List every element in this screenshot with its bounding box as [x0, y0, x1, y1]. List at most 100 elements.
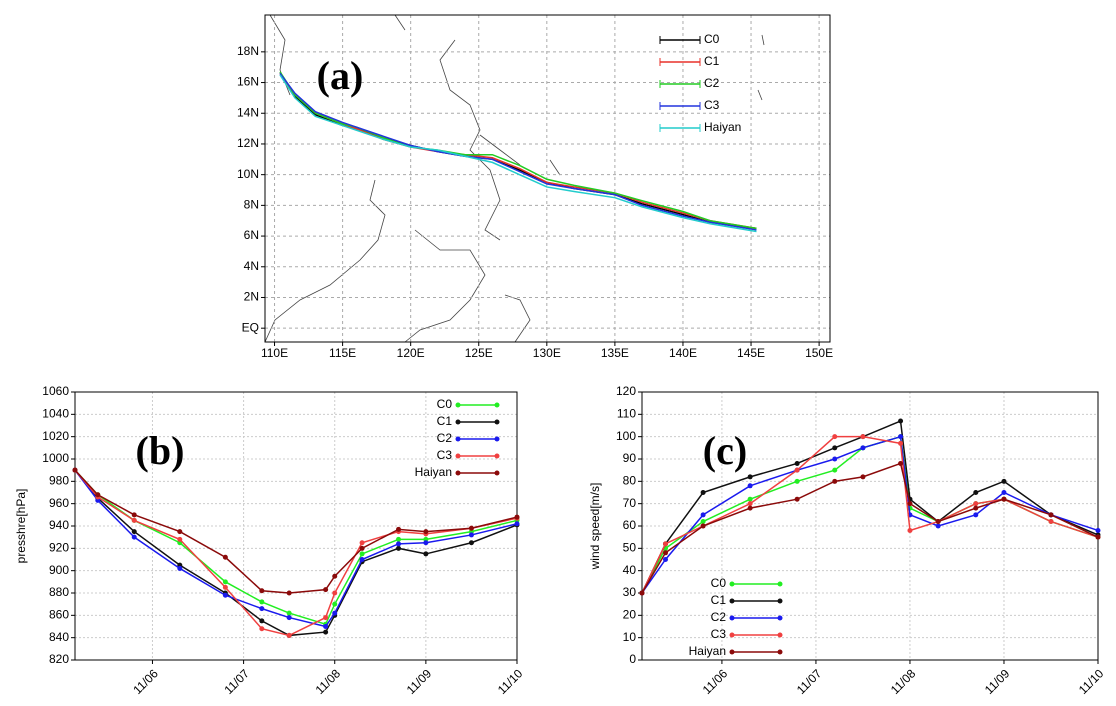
series-line — [279, 74, 757, 233]
x-tick-label: 120E — [397, 346, 425, 360]
legend-label: C0 — [437, 397, 453, 411]
point — [222, 584, 228, 590]
point — [973, 512, 979, 518]
legend-marker — [455, 436, 461, 442]
point — [794, 467, 800, 473]
x-tick-label: 11/07 — [221, 666, 252, 697]
point — [832, 434, 838, 440]
point — [700, 490, 706, 495]
point — [747, 496, 753, 502]
x-tick-label: 11/10 — [495, 666, 526, 697]
point — [259, 606, 265, 612]
y-tick-label: 1060 — [42, 384, 69, 398]
y-tick-label: 980 — [49, 474, 69, 488]
x-tick-label: 11/10 — [1076, 666, 1107, 697]
legend-label: Haiyan — [704, 120, 741, 134]
point — [832, 478, 838, 484]
x-tick-label: 125E — [465, 346, 493, 360]
point — [700, 523, 706, 529]
point — [259, 626, 265, 632]
point — [131, 512, 137, 518]
y-tick-label: 80 — [623, 474, 637, 488]
x-tick-label: 11/06 — [130, 666, 161, 697]
y-tick-label: 110 — [617, 407, 636, 421]
point — [747, 483, 753, 489]
point — [514, 514, 520, 520]
series-line — [74, 469, 518, 637]
y-tick-label: 960 — [49, 496, 69, 510]
point — [359, 545, 365, 551]
y-tick-label: 60 — [623, 518, 637, 532]
point — [898, 418, 904, 424]
legend-label: C0 — [704, 32, 720, 46]
legend-marker — [729, 598, 735, 604]
y-tick-label: 10N — [237, 167, 259, 181]
y-tick-label: 0 — [629, 652, 636, 666]
y-axis-title: wind speed[m/s] — [588, 483, 602, 571]
legend-marker — [729, 615, 735, 621]
y-tick-label: 8N — [244, 198, 259, 212]
x-tick-label: 11/08 — [888, 666, 919, 697]
y-tick-label: 4N — [244, 259, 259, 273]
x-tick-label: 140E — [669, 346, 697, 360]
point — [359, 540, 365, 546]
legend-marker — [729, 581, 735, 587]
point — [222, 592, 228, 598]
x-tick-label: 11/06 — [700, 666, 731, 697]
point — [935, 519, 941, 525]
legend-marker — [777, 632, 783, 638]
legend-label: Haiyan — [689, 644, 726, 658]
point — [794, 478, 800, 484]
y-tick-label: 50 — [623, 541, 637, 555]
legend-marker — [777, 598, 783, 604]
point — [131, 529, 137, 535]
point — [1048, 519, 1054, 525]
y-tick-label: 120 — [616, 384, 636, 398]
y-tick-label: 20 — [623, 608, 637, 622]
plot-frame — [641, 391, 1099, 661]
point — [860, 434, 866, 440]
plot-frame — [264, 14, 831, 343]
y-tick-label: 70 — [623, 496, 637, 510]
point — [95, 492, 101, 498]
y-tick-label: 40 — [623, 563, 637, 577]
point — [332, 610, 338, 616]
point — [973, 490, 979, 495]
y-tick-label: 1040 — [42, 407, 69, 421]
point — [396, 541, 402, 547]
point — [177, 536, 183, 542]
point — [747, 505, 753, 511]
point — [396, 545, 402, 551]
point — [396, 526, 402, 532]
y-tick-label: 2N — [244, 290, 259, 304]
point — [423, 529, 429, 535]
point — [131, 534, 137, 540]
point — [663, 541, 669, 547]
point — [1095, 527, 1101, 533]
x-tick-label: 135E — [601, 346, 629, 360]
point — [1095, 534, 1101, 540]
coast — [264, 14, 765, 343]
point — [222, 554, 228, 560]
point — [794, 496, 800, 502]
y-tick-label: 1000 — [42, 451, 69, 465]
point — [286, 615, 292, 621]
point — [907, 501, 913, 507]
point — [323, 629, 329, 635]
point — [359, 551, 365, 557]
series-line — [74, 469, 518, 594]
y-tick-label: 18N — [237, 44, 259, 58]
point — [794, 460, 800, 466]
point — [747, 474, 753, 480]
point — [468, 532, 474, 538]
point — [1048, 512, 1054, 518]
point — [359, 557, 365, 562]
point — [860, 445, 866, 451]
point — [423, 551, 429, 557]
legend-marker — [494, 470, 500, 476]
x-tick-label: 110E — [261, 346, 288, 360]
legend-marker — [494, 436, 500, 442]
point — [1001, 478, 1007, 484]
panel-label: (b) — [136, 428, 185, 473]
